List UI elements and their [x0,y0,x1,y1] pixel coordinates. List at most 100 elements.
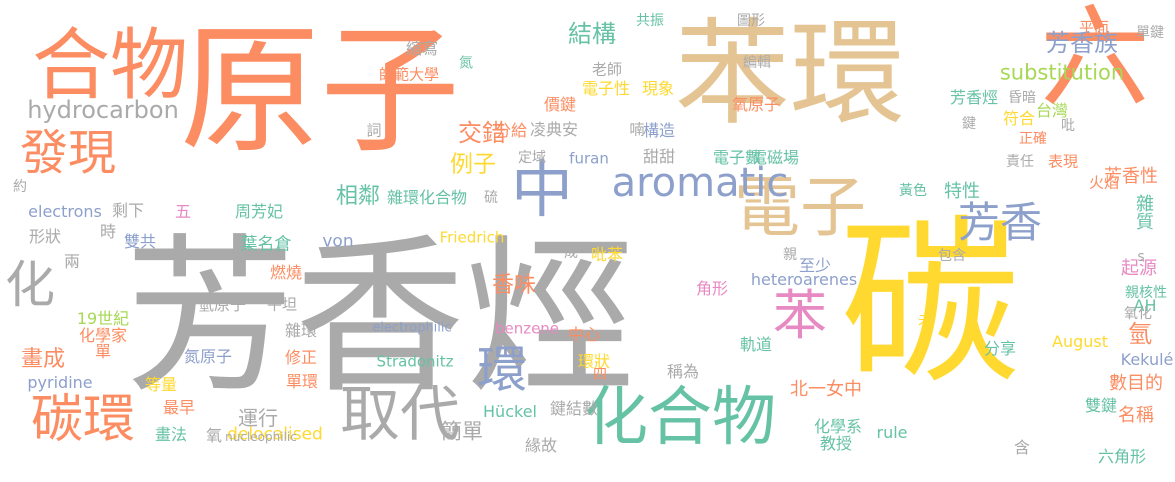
word-48: 氧化 [1124,306,1152,322]
word-79: 周芳妃 [234,202,284,221]
word-36: 六角形 [1097,447,1147,466]
word-95: 親 [783,247,797,263]
word-32: 起源 [1121,258,1157,279]
word-52: Hückel [483,402,537,421]
word-53: delocalised [227,424,323,445]
word-46: AH [1133,296,1157,315]
word-71: 雙共 [123,232,157,251]
word-81: 硫 [484,190,498,206]
word-78: 約 [13,179,27,195]
word-123: 昏暗 [1008,90,1036,106]
word-101: 甜甜 [642,147,676,166]
word-13: 碳環 [30,390,136,450]
word-117: 共振 [636,13,664,29]
word-8: 電子 [734,169,866,246]
word-85: Stradonitz [376,352,454,371]
word-72: 兩 [63,252,81,271]
word-51: 緣故 [524,436,558,455]
word-92: 成 [564,245,578,261]
word-6: 取代 [340,380,460,450]
word-27: 簡單 [441,419,483,444]
word-24: 香味 [491,273,537,298]
word-59: pyridine [27,373,93,392]
word-132: s [1137,249,1145,265]
word-21: 交錯 [458,119,506,147]
word-25: 相鄰 [335,184,381,209]
word-113: 詞 [366,121,382,140]
word-44: August [1052,332,1108,351]
word-37: 教授 [819,434,853,453]
word-86: benzene [494,319,560,338]
word-2: 苯環 [674,7,906,142]
word-125: 符合 [1002,109,1036,128]
word-105: 分給 [494,121,528,140]
word-73: 形狀 [28,227,62,246]
word-45: Kekulé [1120,350,1174,369]
word-120: 平面 [1078,18,1110,37]
word-112: 老師 [591,60,623,79]
word-87: heteroarenes [750,270,858,289]
word-67: 雜環 [284,321,318,340]
word-57: 最早 [162,398,196,417]
word-111: 現象 [641,79,675,98]
word-91: 四 [593,367,607,383]
word-16: 環 [469,343,527,393]
word-11: 芳香 [957,198,1043,247]
word-35: 雙鍵 [1084,396,1118,415]
word-14: 發現 [19,125,117,181]
word-75: electrons [28,202,102,221]
word-110: 價鍵 [543,95,577,114]
word-60: 單 [94,342,112,361]
word-74: 時 [99,222,117,241]
word-104: 定域 [518,150,546,166]
word-96: 未 [918,313,932,329]
word-128: 鍵 [962,116,976,132]
word-42: 中心 [567,325,601,344]
word-89: 鍵結數 [549,399,599,418]
word-5: 合物 [31,21,189,111]
word-119: 編輯 [743,55,771,71]
word-99: 電子數 [712,148,762,167]
word-84: electrophilic [372,320,452,336]
word-12: 苯 [773,284,827,347]
word-65: 修正 [284,348,318,367]
word-4: 碳 [839,200,1021,409]
word-18: substitution [999,60,1125,85]
word-1: 原子 [179,10,461,173]
word-115: 縮寫 [405,39,439,58]
word-122: 芳香烴 [949,88,999,107]
word-29: 雜質 [1133,194,1154,230]
word-43: 分享 [983,339,1017,358]
word-34: 名稱 [1118,405,1154,426]
word-56: 氧 [205,426,223,445]
word-22: 例子 [450,151,496,178]
word-108: 氧原子 [731,95,781,114]
word-121: 單鍵 [1136,25,1164,41]
word-58: 等量 [144,375,178,394]
word-28: 氫 [1128,320,1152,348]
word-124: 台灣 [1035,101,1069,120]
word-70: 葉名倉 [240,234,292,255]
word-114: 師範大學 [378,65,440,84]
word-126: 正確 [1019,131,1047,147]
word-64: 氮原子 [183,347,233,366]
word-109: 電子性 [581,79,631,98]
word-55: 畫法 [154,425,188,444]
word-107: 喃 [629,120,645,139]
word-0: 芳香烴 [124,219,636,417]
word-38: 化學系 [813,417,863,436]
word-19: 芳香族 [1046,29,1118,57]
word-90: 環狀 [577,352,611,371]
word-47: 親核性 [1125,285,1167,301]
word-116: 氮 [457,55,473,69]
word-129: 火焰 [1088,173,1120,192]
word-17: hydrocarbon [27,96,179,124]
word-15: 化 [5,256,55,314]
word-98: 黃色 [899,183,927,199]
word-88: 角形 [695,279,729,298]
word-130: 責任 [1006,154,1034,170]
word-41: 稱為 [666,362,700,381]
word-93: 吡苯 [590,245,624,264]
word-103: 凌典安 [529,120,579,139]
word-61: 化學家 [78,326,128,345]
